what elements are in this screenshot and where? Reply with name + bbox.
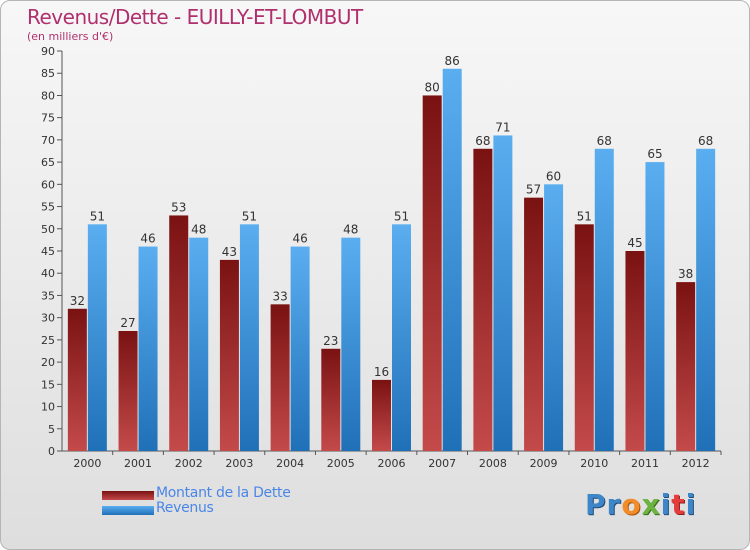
y-tick-label: 10 xyxy=(41,401,55,414)
data-label-dette: 53 xyxy=(171,200,186,214)
data-label-dette: 68 xyxy=(475,134,490,148)
x-tick-label: 2012 xyxy=(682,457,710,470)
bar-dette xyxy=(676,282,696,451)
data-label-revenus: 68 xyxy=(698,134,713,148)
bar-dette xyxy=(372,379,391,451)
data-label-dette: 16 xyxy=(374,365,389,379)
bar-revenus xyxy=(239,224,259,451)
bar-dette xyxy=(321,348,341,451)
data-label-revenus: 48 xyxy=(343,223,358,237)
y-tick-label: 20 xyxy=(41,356,55,369)
bar-dette xyxy=(67,308,87,451)
legend-label-revenus: Revenus xyxy=(156,500,214,516)
x-tick-label: 2004 xyxy=(276,457,304,470)
data-labels: 32 51 27 46 53 48 43 51 33 46 23 48 16 51 80 86 68 71 57 60… xyxy=(70,54,714,379)
y-tick-label: 0 xyxy=(48,445,55,458)
x-tick-label: 2000 xyxy=(73,457,101,470)
x-tick-label: 2002 xyxy=(175,457,203,470)
y-tick-label: 55 xyxy=(41,201,55,214)
bar-dette xyxy=(574,224,594,451)
bar-revenus xyxy=(544,184,564,452)
chart-subtitle: (en milliers d'€) xyxy=(27,30,114,43)
data-label-revenus: 51 xyxy=(394,209,409,223)
data-label-revenus: 48 xyxy=(191,223,206,237)
bar-revenus xyxy=(87,224,107,451)
bar-dette xyxy=(270,304,290,451)
bar-dette xyxy=(219,259,239,451)
bar-dette xyxy=(118,331,138,451)
bar-revenus xyxy=(341,237,361,451)
y-tick-label: 5 xyxy=(48,423,55,436)
data-label-dette: 80 xyxy=(425,80,440,94)
x-tick-label: 2009 xyxy=(530,457,558,470)
data-label-dette: 57 xyxy=(526,183,541,197)
y-tick-label: 90 xyxy=(41,45,55,58)
y-tick-label: 45 xyxy=(41,245,55,258)
bar-revenus xyxy=(645,162,665,451)
data-label-revenus: 46 xyxy=(140,232,155,246)
bar-dette xyxy=(473,148,493,451)
data-label-dette: 51 xyxy=(577,209,592,223)
y-tick-label: 25 xyxy=(41,334,55,347)
data-label-dette: 27 xyxy=(120,316,135,330)
x-tick-label: 2003 xyxy=(225,457,253,470)
data-label-revenus: 51 xyxy=(242,209,257,223)
bar-revenus xyxy=(696,148,716,451)
chart-title: Revenus/Dette - EUILLY-ET-LOMBUT xyxy=(27,5,363,29)
y-tick-label: 70 xyxy=(41,134,55,147)
y-tick-label: 50 xyxy=(41,223,55,236)
x-tick-label: 2006 xyxy=(378,457,406,470)
data-label-revenus: 51 xyxy=(90,209,105,223)
data-label-revenus: 65 xyxy=(647,147,662,161)
axes: 0 5 10 15 20 25 30 35 40 45 50 55 60 65 70 75 80 85 90 2000… xyxy=(41,45,722,470)
bar-revenus xyxy=(392,224,411,451)
x-tick-label: 2005 xyxy=(327,457,355,470)
bar-revenus xyxy=(138,246,158,451)
data-label-dette: 33 xyxy=(272,289,287,303)
data-label-revenus: 46 xyxy=(292,232,307,246)
legend-label-dette: Montant de la Dette xyxy=(156,485,291,501)
x-tick-label: 2011 xyxy=(631,457,659,470)
y-tick-label: 65 xyxy=(41,156,55,169)
y-tick-label: 75 xyxy=(41,112,55,125)
y-tick-label: 60 xyxy=(41,178,55,191)
y-tick-label: 85 xyxy=(41,67,55,80)
legend-swatch-dette xyxy=(102,491,154,500)
x-tick-label: 2008 xyxy=(479,457,507,470)
data-label-revenus: 86 xyxy=(445,54,460,68)
x-tick-label: 2010 xyxy=(580,457,608,470)
data-label-dette: 45 xyxy=(627,236,642,250)
bar-revenus xyxy=(594,148,614,451)
x-tick-label: 2001 xyxy=(124,457,152,470)
bar-dette xyxy=(625,251,645,451)
data-label-revenus: 71 xyxy=(495,120,510,134)
bars xyxy=(67,68,716,452)
legend-swatch-revenus xyxy=(102,506,154,515)
data-label-dette: 38 xyxy=(678,267,693,281)
proxiti-logo: Proxiti xyxy=(585,488,697,521)
bar-revenus xyxy=(189,237,209,451)
y-tick-label: 35 xyxy=(41,289,55,302)
data-label-dette: 23 xyxy=(323,334,338,348)
bar-revenus xyxy=(442,68,462,452)
data-label-revenus: 68 xyxy=(597,134,612,148)
bar-dette xyxy=(524,197,544,451)
bar-revenus xyxy=(493,135,513,451)
y-tick-label: 30 xyxy=(41,312,55,325)
bar-dette xyxy=(169,215,189,451)
y-tick-label: 80 xyxy=(41,89,55,102)
data-label-dette: 32 xyxy=(70,294,85,308)
data-label-dette: 43 xyxy=(222,245,237,259)
y-tick-label: 40 xyxy=(41,267,55,280)
y-tick-label: 15 xyxy=(41,378,55,391)
data-label-revenus: 60 xyxy=(546,169,561,183)
x-tick-label: 2007 xyxy=(428,457,456,470)
bar-dette xyxy=(422,95,442,451)
bar-revenus xyxy=(290,246,310,451)
